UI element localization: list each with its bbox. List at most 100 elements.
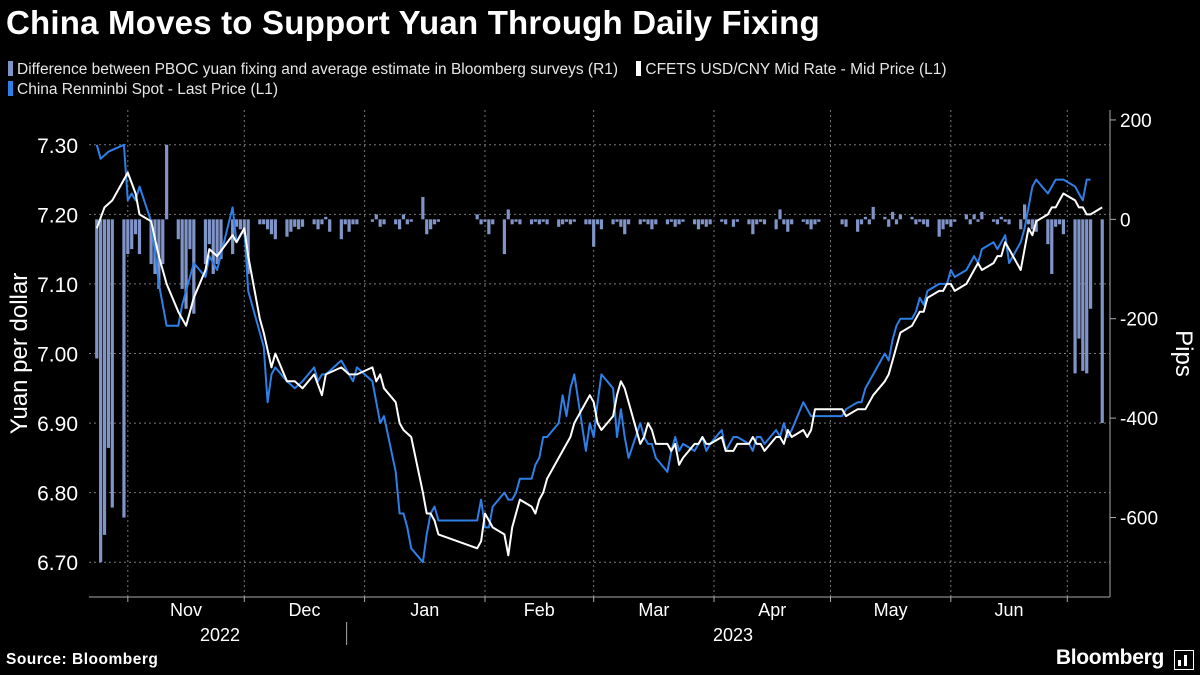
pips-bar bbox=[339, 219, 343, 240]
month-label: Dec bbox=[288, 600, 320, 620]
pips-bar bbox=[265, 219, 270, 230]
legend-item-spot: China Renminbi Spot - Last Price (L1) bbox=[8, 80, 278, 100]
pips-bar bbox=[704, 219, 708, 227]
pips-bar bbox=[568, 219, 572, 225]
pips-bar bbox=[483, 219, 487, 222]
month-label: May bbox=[874, 600, 908, 620]
pips-bar bbox=[755, 219, 759, 225]
pips-bar bbox=[572, 219, 576, 222]
pips-bar bbox=[506, 209, 510, 220]
pips-bar bbox=[207, 219, 211, 245]
chart-legend: Difference between PBOC yuan fixing and … bbox=[8, 60, 1188, 100]
pips-bar bbox=[782, 219, 786, 225]
pips-bar bbox=[95, 219, 99, 359]
pips-bar bbox=[681, 219, 685, 222]
pips-bar bbox=[1088, 219, 1093, 309]
pips-bar bbox=[1100, 219, 1104, 424]
pips-bar bbox=[564, 219, 569, 222]
pips-bar bbox=[300, 219, 305, 227]
pips-bar bbox=[203, 219, 208, 265]
pips-bar bbox=[809, 219, 813, 230]
pips-bar bbox=[867, 219, 871, 225]
pips-bar bbox=[871, 206, 875, 220]
pips-bar bbox=[968, 219, 972, 225]
pips-bar bbox=[747, 219, 751, 225]
pips-bar bbox=[964, 214, 968, 220]
pips-bar bbox=[273, 219, 277, 240]
pips-bar bbox=[1081, 219, 1085, 371]
pips-bar bbox=[1050, 219, 1054, 274]
month-label: Feb bbox=[524, 600, 555, 620]
pips-bar bbox=[537, 219, 541, 225]
pips-bar bbox=[588, 219, 592, 225]
right-tick-label: -200 bbox=[1120, 310, 1158, 331]
pips-bar bbox=[374, 214, 378, 220]
pips-bar bbox=[677, 219, 681, 225]
pips-bar bbox=[623, 219, 627, 235]
pips-bar bbox=[863, 216, 868, 220]
pips-bar bbox=[285, 219, 289, 237]
page-title: China Moves to Support Yuan Through Dail… bbox=[6, 4, 820, 41]
pips-bar bbox=[355, 219, 359, 225]
pips-bar bbox=[211, 219, 215, 274]
pips-bar bbox=[161, 219, 165, 265]
pips-bar bbox=[898, 214, 902, 220]
pips-bar bbox=[502, 219, 506, 255]
pips-bar bbox=[972, 214, 976, 220]
pips-bar bbox=[1061, 219, 1066, 235]
pips-bar bbox=[533, 219, 538, 222]
pips-bar bbox=[99, 219, 103, 563]
pips-bar bbox=[1022, 204, 1027, 220]
month-label: Nov bbox=[170, 600, 202, 620]
pips-bar bbox=[1057, 219, 1062, 225]
pips-bar bbox=[669, 219, 673, 222]
pips-bar bbox=[1046, 219, 1050, 245]
right-tick-label: 0 bbox=[1120, 210, 1131, 231]
pips-bar bbox=[615, 219, 619, 222]
pips-bar bbox=[700, 219, 704, 225]
pips-bar bbox=[976, 219, 980, 222]
pips-bar bbox=[126, 219, 130, 255]
pips-bar bbox=[378, 219, 382, 227]
pips-bar bbox=[1073, 219, 1077, 374]
pips-bar bbox=[137, 219, 142, 255]
pips-bar bbox=[382, 219, 386, 225]
pips-bar bbox=[1003, 219, 1007, 222]
pips-bar bbox=[937, 219, 941, 237]
pips-bar bbox=[312, 219, 316, 225]
month-label: Jun bbox=[995, 600, 1024, 620]
pips-bar bbox=[561, 219, 565, 225]
pips-bar bbox=[751, 219, 755, 235]
right-tick-label: -400 bbox=[1120, 409, 1158, 430]
pips-bar bbox=[599, 219, 604, 230]
left-tick-label: 6.70 bbox=[37, 552, 78, 575]
pips-bar bbox=[724, 219, 728, 225]
pips-bar bbox=[642, 219, 646, 222]
pips-bar bbox=[262, 219, 266, 225]
pips-bar bbox=[510, 219, 514, 225]
pips-bar bbox=[883, 216, 887, 220]
pips-bar bbox=[840, 219, 844, 225]
axes: 6.70 6.80 6.90 7.00 7.10 7.20 7.30 Nov Dec Jan Feb… bbox=[6, 110, 1197, 645]
pips-bar bbox=[405, 219, 409, 225]
pips-bar bbox=[557, 219, 561, 227]
pips-bar bbox=[949, 219, 953, 227]
pips-bar bbox=[693, 219, 697, 225]
pips-bar bbox=[914, 219, 918, 225]
cfets-mid-rate-line bbox=[95, 171, 1103, 557]
right-axis-title: Pips bbox=[1170, 330, 1197, 377]
pips-bar bbox=[102, 219, 107, 535]
bloomberg-chart-icon bbox=[1174, 650, 1194, 670]
pips-bar bbox=[999, 216, 1003, 220]
pips-bar bbox=[487, 219, 491, 235]
pips-bar bbox=[759, 219, 763, 222]
left-tick-label: 7.30 bbox=[37, 135, 78, 158]
left-tick-label: 6.90 bbox=[37, 413, 78, 436]
pips-bar bbox=[1019, 219, 1023, 230]
pips-bar bbox=[1034, 219, 1038, 232]
pips-bar bbox=[945, 219, 949, 225]
pips-bar bbox=[790, 219, 794, 225]
pips-bar bbox=[347, 219, 351, 232]
month-label: Mar bbox=[638, 600, 669, 620]
pips-bar bbox=[432, 219, 437, 225]
